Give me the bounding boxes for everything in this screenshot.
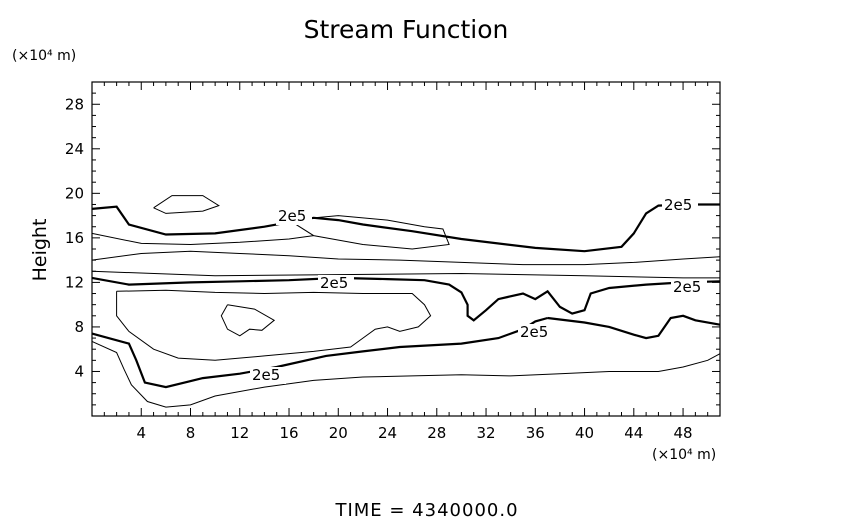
y-tick-label: 28 <box>65 95 84 113</box>
x-tick-label: 12 <box>230 424 249 442</box>
y-tick-label: 8 <box>74 318 84 336</box>
contour-line-7 <box>220 304 276 337</box>
contour-label-5: 2e5 <box>673 278 701 296</box>
contour-label-bg <box>662 197 698 214</box>
contour-labels: 2e5 2e5 2e5 2e5 2e5 2e5 <box>250 196 707 384</box>
x-tick-label: 8 <box>186 424 196 442</box>
contour-label-bg <box>518 324 554 341</box>
plot-frame <box>91 81 721 417</box>
y-tick-label: 4 <box>74 362 84 380</box>
x-tick-label: 32 <box>476 424 495 442</box>
x-tick-label: 4 <box>136 424 146 442</box>
y-tick-label: 20 <box>65 184 84 202</box>
contour-line-4 <box>91 250 721 266</box>
x-tick-label: 40 <box>575 424 594 442</box>
contour-label-bg <box>318 275 354 292</box>
contour-line-6 <box>116 289 432 361</box>
y-unit-label: (×10⁴ m) <box>12 48 76 64</box>
contour-label-bg <box>671 279 707 296</box>
x-tick-label: 48 <box>674 424 693 442</box>
contour-label-1: 2e5 <box>320 274 348 292</box>
x-tick-label: 28 <box>427 424 446 442</box>
y-axis-title: Height <box>29 219 51 282</box>
x-tick-label: 44 <box>624 424 643 442</box>
x-tick-label: 20 <box>329 424 348 442</box>
chart-title: Stream Function <box>304 15 509 44</box>
contour-line-3 <box>91 316 548 389</box>
contour-label-bg <box>276 208 312 225</box>
contour-line-8 <box>91 340 721 408</box>
x-tick-label: 24 <box>378 424 397 442</box>
contour-line-10 <box>288 215 450 250</box>
contour-line-1 <box>91 276 721 322</box>
contour-line-2 <box>547 314 721 340</box>
contour-label-2: 2e5 <box>252 366 280 384</box>
contour-line-5 <box>91 270 720 279</box>
contour-label-3: 2e5 <box>520 323 548 341</box>
contour-line-0 <box>91 203 720 253</box>
x-tick-label: 16 <box>279 424 298 442</box>
contour-line-9 <box>153 195 220 214</box>
y-tick-label: 12 <box>65 273 84 291</box>
y-tick-label: 24 <box>65 140 84 158</box>
x-unit-label: (×10⁴ m) <box>652 447 716 463</box>
contour-label-bg <box>250 367 286 384</box>
time-stamp: TIME = 4340000.0 <box>334 500 518 519</box>
contour-lines <box>91 195 721 408</box>
x-tick-label: 36 <box>526 424 545 442</box>
contour-line-11 <box>91 232 314 246</box>
y-tick-label: 16 <box>65 229 84 247</box>
contour-label-0: 2e5 <box>278 207 306 225</box>
contour-label-4: 2e5 <box>664 196 692 214</box>
